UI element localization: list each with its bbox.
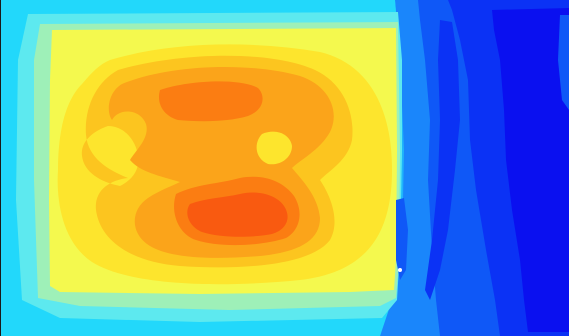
cool-band-0 bbox=[492, 8, 569, 332]
edge-hotspot-band bbox=[396, 198, 408, 280]
cool-streak-b bbox=[558, 15, 569, 110]
edge-hotspot bbox=[398, 268, 402, 272]
plate-level-13 bbox=[187, 192, 288, 237]
plate-inner-gap bbox=[256, 131, 292, 165]
cool-streak-a bbox=[425, 20, 460, 300]
